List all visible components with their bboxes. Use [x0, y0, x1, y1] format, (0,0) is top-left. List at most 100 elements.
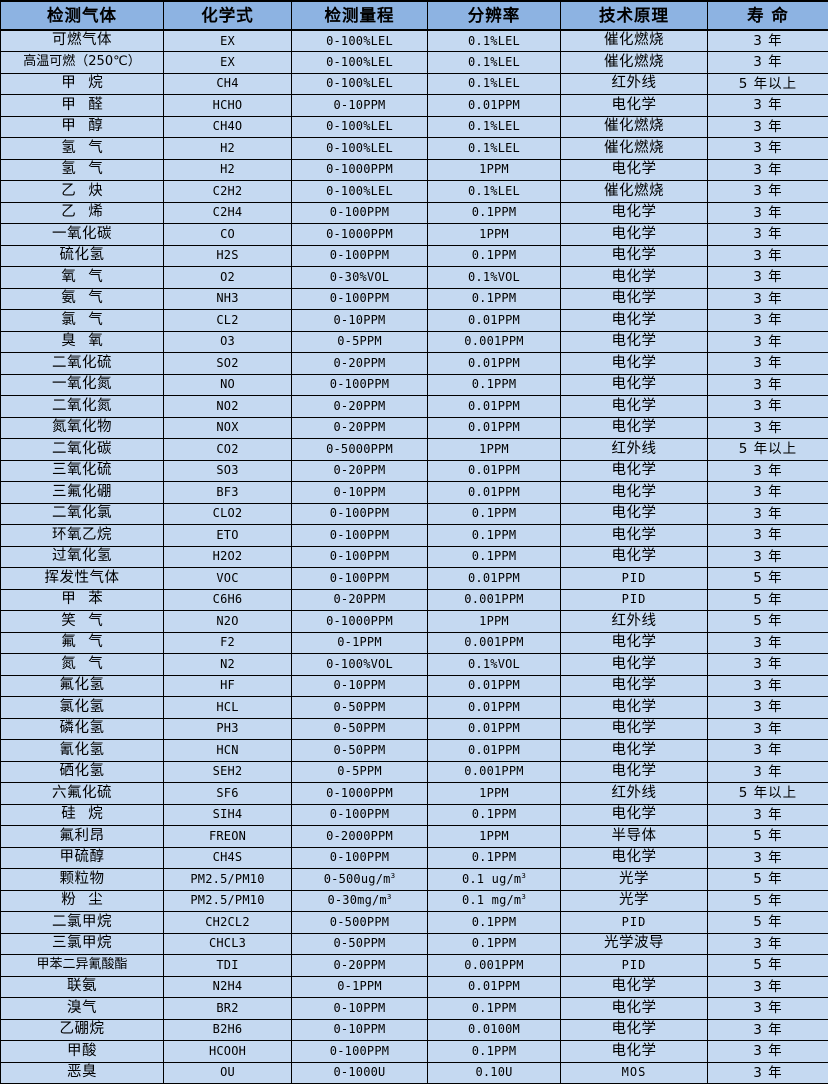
cell-gas-name: 氢 气	[1, 138, 164, 160]
cell-technology: 红外线	[561, 439, 708, 461]
cell-chemical-formula: PM2.5/PM10	[164, 890, 292, 912]
cell-resolution: 0.01PPM	[428, 697, 561, 719]
cell-technology: 电化学	[561, 396, 708, 418]
cell-resolution: 0.01PPM	[428, 740, 561, 762]
cell-chemical-formula: H2O2	[164, 546, 292, 568]
cell-chemical-formula: CL2	[164, 310, 292, 332]
cell-resolution: 0.01PPM	[428, 718, 561, 740]
cell-detection-range: 0-100PPM	[292, 1041, 428, 1063]
column-header-resolution: 分辨率	[428, 1, 561, 30]
cell-resolution: 0.10U	[428, 1062, 561, 1084]
cell-resolution: 0.1PPM	[428, 202, 561, 224]
table-header-row: 检测气体 化学式 检测量程 分辨率 技术原理 寿 命	[1, 1, 828, 30]
cell-technology: 电化学	[561, 288, 708, 310]
cell-technology: PID	[561, 912, 708, 934]
cell-resolution: 0.1PPM	[428, 288, 561, 310]
cell-service-life: 5 年	[708, 611, 828, 633]
cell-technology: 光学波导	[561, 933, 708, 955]
cell-chemical-formula: PH3	[164, 718, 292, 740]
cell-detection-range: 0-1000PPM	[292, 783, 428, 805]
cell-service-life: 5 年以上	[708, 73, 828, 95]
column-header-formula: 化学式	[164, 1, 292, 30]
cell-gas-name: 甲硫醇	[1, 847, 164, 869]
cell-technology: PID	[561, 568, 708, 590]
cell-technology: 光学	[561, 869, 708, 891]
cell-detection-range: 0-5PPM	[292, 331, 428, 353]
cell-technology: 红外线	[561, 611, 708, 633]
cell-gas-name: 氯化氢	[1, 697, 164, 719]
cell-technology: 电化学	[561, 718, 708, 740]
cell-chemical-formula: HCHO	[164, 95, 292, 117]
cell-technology: 电化学	[561, 159, 708, 181]
cell-service-life: 3 年	[708, 460, 828, 482]
cell-chemical-formula: HCL	[164, 697, 292, 719]
cell-technology: 电化学	[561, 310, 708, 332]
cell-resolution: 0.001PPM	[428, 761, 561, 783]
cell-chemical-formula: CH4S	[164, 847, 292, 869]
cell-gas-name: 甲 醛	[1, 95, 164, 117]
cell-service-life: 3 年	[708, 525, 828, 547]
cell-resolution: 0.1PPM	[428, 525, 561, 547]
cell-gas-name: 粉 尘	[1, 890, 164, 912]
cell-chemical-formula: CLO2	[164, 503, 292, 525]
cell-chemical-formula: F2	[164, 632, 292, 654]
cell-detection-range: 0-100PPM	[292, 245, 428, 267]
cell-chemical-formula: B2H6	[164, 1019, 292, 1041]
cell-chemical-formula: O3	[164, 331, 292, 353]
cell-chemical-formula: H2S	[164, 245, 292, 267]
cell-detection-range: 0-10PPM	[292, 95, 428, 117]
cell-resolution: 0.1PPM	[428, 374, 561, 396]
cell-gas-name: 二氯甲烷	[1, 912, 164, 934]
cell-resolution: 1PPM	[428, 224, 561, 246]
cell-chemical-formula: NO2	[164, 396, 292, 418]
cell-chemical-formula: HF	[164, 675, 292, 697]
cell-chemical-formula: SO2	[164, 353, 292, 375]
cell-technology: 电化学	[561, 675, 708, 697]
cell-technology: 电化学	[561, 503, 708, 525]
cell-gas-name: 一氧化碳	[1, 224, 164, 246]
cell-gas-name: 颗粒物	[1, 869, 164, 891]
cell-gas-name: 二氧化氮	[1, 396, 164, 418]
cell-detection-range: 0-2000PPM	[292, 826, 428, 848]
cell-service-life: 3 年	[708, 116, 828, 138]
cell-technology: 电化学	[561, 654, 708, 676]
cell-detection-range: 0-100PPM	[292, 546, 428, 568]
cell-service-life: 5 年	[708, 890, 828, 912]
cell-detection-range: 0-500ug/m3	[292, 869, 428, 891]
cell-detection-range: 0-10PPM	[292, 675, 428, 697]
cell-chemical-formula: SIH4	[164, 804, 292, 826]
cell-gas-name: 氢 气	[1, 159, 164, 181]
column-header-range: 检测量程	[292, 1, 428, 30]
cell-detection-range: 0-30mg/m3	[292, 890, 428, 912]
cell-gas-name: 氰化氢	[1, 740, 164, 762]
cell-service-life: 3 年	[708, 546, 828, 568]
cell-service-life: 3 年	[708, 95, 828, 117]
cell-service-life: 3 年	[708, 353, 828, 375]
cell-detection-range: 0-20PPM	[292, 417, 428, 439]
cell-detection-range: 0-50PPM	[292, 740, 428, 762]
cell-chemical-formula: CO	[164, 224, 292, 246]
cell-service-life: 3 年	[708, 1041, 828, 1063]
cell-technology: 红外线	[561, 783, 708, 805]
cell-gas-name: 氟化氢	[1, 675, 164, 697]
cell-technology: 电化学	[561, 998, 708, 1020]
cell-resolution: 0.1 ug/m3	[428, 869, 561, 891]
cell-service-life: 5 年以上	[708, 439, 828, 461]
cell-resolution: 0.01PPM	[428, 353, 561, 375]
